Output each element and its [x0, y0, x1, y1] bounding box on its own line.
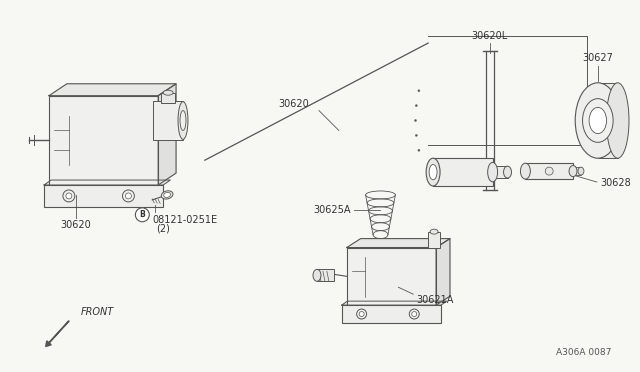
- Text: 30620: 30620: [279, 99, 310, 109]
- Ellipse shape: [429, 164, 437, 180]
- Ellipse shape: [430, 229, 438, 234]
- Circle shape: [415, 134, 417, 137]
- Ellipse shape: [426, 158, 440, 186]
- Ellipse shape: [575, 83, 620, 158]
- Bar: [153, 101, 183, 140]
- Text: 30621A: 30621A: [416, 295, 454, 305]
- Bar: [433, 158, 493, 186]
- Circle shape: [359, 312, 364, 317]
- Ellipse shape: [164, 192, 170, 198]
- Text: 30625A: 30625A: [313, 205, 351, 215]
- Text: B: B: [140, 210, 145, 219]
- Circle shape: [418, 149, 420, 151]
- Polygon shape: [158, 84, 176, 185]
- Polygon shape: [342, 301, 447, 305]
- Bar: [347, 247, 436, 305]
- Bar: [317, 269, 334, 281]
- Bar: [428, 232, 440, 247]
- Circle shape: [356, 309, 367, 319]
- Ellipse shape: [313, 269, 321, 281]
- Circle shape: [136, 208, 149, 222]
- Polygon shape: [44, 180, 170, 185]
- Ellipse shape: [569, 166, 577, 177]
- Text: 08121-0251E: 08121-0251E: [152, 215, 218, 225]
- Bar: [161, 93, 175, 103]
- Circle shape: [409, 309, 419, 319]
- Bar: [342, 305, 441, 323]
- Ellipse shape: [178, 102, 188, 140]
- Circle shape: [415, 105, 417, 107]
- Bar: [49, 96, 158, 185]
- Bar: [525, 163, 573, 179]
- Ellipse shape: [606, 83, 629, 158]
- Text: 30627: 30627: [582, 53, 613, 63]
- Circle shape: [412, 312, 417, 317]
- Bar: [598, 83, 618, 158]
- Bar: [493, 166, 508, 178]
- Bar: [573, 167, 581, 175]
- Ellipse shape: [161, 191, 173, 199]
- Ellipse shape: [582, 99, 613, 142]
- Text: 30620L: 30620L: [472, 31, 508, 41]
- Circle shape: [122, 190, 134, 202]
- Ellipse shape: [488, 162, 497, 182]
- Circle shape: [415, 119, 417, 122]
- Ellipse shape: [589, 108, 607, 134]
- Text: A306A 0087: A306A 0087: [556, 348, 612, 357]
- Polygon shape: [347, 238, 450, 247]
- Ellipse shape: [163, 90, 173, 95]
- Polygon shape: [49, 84, 176, 96]
- Ellipse shape: [520, 163, 531, 179]
- Bar: [44, 185, 163, 207]
- Text: 30628: 30628: [600, 178, 630, 188]
- Circle shape: [63, 190, 75, 202]
- Text: 30620: 30620: [60, 220, 91, 230]
- Circle shape: [66, 193, 72, 199]
- Circle shape: [125, 193, 131, 199]
- Circle shape: [545, 167, 553, 175]
- Ellipse shape: [180, 110, 186, 131]
- Text: FRONT: FRONT: [81, 307, 114, 317]
- FancyArrow shape: [45, 321, 69, 346]
- Ellipse shape: [504, 166, 511, 178]
- Circle shape: [418, 90, 420, 92]
- Ellipse shape: [578, 167, 584, 175]
- Polygon shape: [436, 238, 450, 305]
- Text: (2): (2): [156, 224, 170, 234]
